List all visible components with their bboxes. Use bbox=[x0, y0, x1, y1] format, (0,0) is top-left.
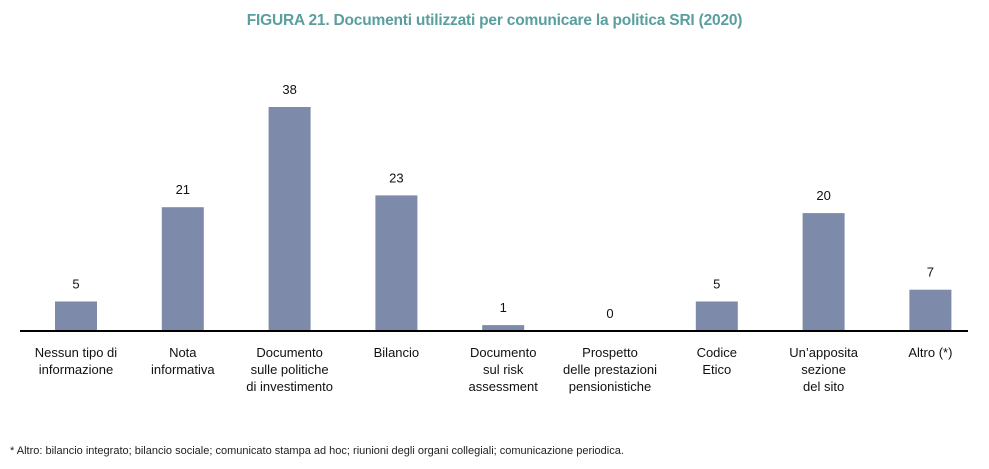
bar bbox=[161, 207, 204, 331]
value-label: 5 bbox=[713, 277, 720, 292]
category-labels-layer: Nessun tipo di informazione Nota informativ… bbox=[35, 345, 953, 394]
value-label: 38 bbox=[282, 82, 296, 97]
bar bbox=[268, 107, 311, 331]
category-label-line: Bilancio bbox=[374, 345, 420, 360]
value-label: 21 bbox=[176, 182, 190, 197]
category-label-line: delle prestazioni bbox=[563, 362, 657, 377]
category-label-line: Nessun tipo di bbox=[35, 345, 117, 360]
category-label-line: Prospetto bbox=[582, 345, 638, 360]
category-label-line: Altro (*) bbox=[908, 345, 952, 360]
category-label-line: Un’apposita bbox=[789, 345, 858, 360]
bar-chart: 5 21 38 23 1 0 5 20 7 Nessun tipo di informazione… bbox=[20, 82, 968, 394]
chart-title: FIGURA 21. Documenti utilizzati per comu… bbox=[246, 12, 743, 29]
category-label: Documento sulle politiche di investimento bbox=[246, 345, 333, 394]
value-label: 23 bbox=[389, 170, 403, 185]
bar bbox=[482, 325, 525, 331]
category-label-line: Nota bbox=[169, 345, 197, 360]
category-label-line: di investimento bbox=[246, 379, 333, 394]
footnote: * Altro: bilancio integrato; bilancio so… bbox=[10, 445, 624, 457]
category-label-line: Documento bbox=[256, 345, 322, 360]
category-label: Nota informativa bbox=[151, 345, 215, 377]
category-label: Prospetto delle prestazioni pensionistiche bbox=[563, 345, 657, 394]
category-label-line: del sito bbox=[803, 379, 844, 394]
value-label: 5 bbox=[72, 277, 79, 292]
category-label-line: Codice bbox=[697, 345, 737, 360]
value-label: 0 bbox=[606, 306, 613, 321]
bar bbox=[55, 301, 97, 331]
value-label: 1 bbox=[500, 300, 507, 315]
bars-layer bbox=[55, 107, 952, 331]
category-label: Bilancio bbox=[374, 345, 420, 360]
value-labels-layer: 5 21 38 23 1 0 5 20 7 bbox=[72, 82, 934, 321]
category-label-line: Documento bbox=[470, 345, 536, 360]
category-label-line: sul risk bbox=[483, 362, 524, 377]
category-label-line: informazione bbox=[39, 362, 113, 377]
category-label-line: sezione bbox=[801, 362, 846, 377]
category-label: Documento sul risk assessment bbox=[469, 345, 539, 394]
category-label: Un’apposita sezione del sito bbox=[789, 345, 858, 394]
bar bbox=[375, 195, 418, 331]
bar bbox=[695, 301, 738, 331]
category-label-line: sulle politiche bbox=[251, 362, 329, 377]
category-label: Altro (*) bbox=[908, 345, 952, 360]
category-label: Nessun tipo di informazione bbox=[35, 345, 117, 377]
category-label-line: Etico bbox=[702, 362, 731, 377]
value-label: 7 bbox=[927, 265, 934, 280]
category-label-line: informativa bbox=[151, 362, 215, 377]
bar bbox=[909, 289, 952, 331]
category-label: Codice Etico bbox=[697, 345, 737, 377]
category-label-line: pensionistiche bbox=[569, 379, 651, 394]
category-label-line: assessment bbox=[469, 379, 539, 394]
bar bbox=[802, 213, 845, 331]
value-label: 20 bbox=[816, 188, 830, 203]
